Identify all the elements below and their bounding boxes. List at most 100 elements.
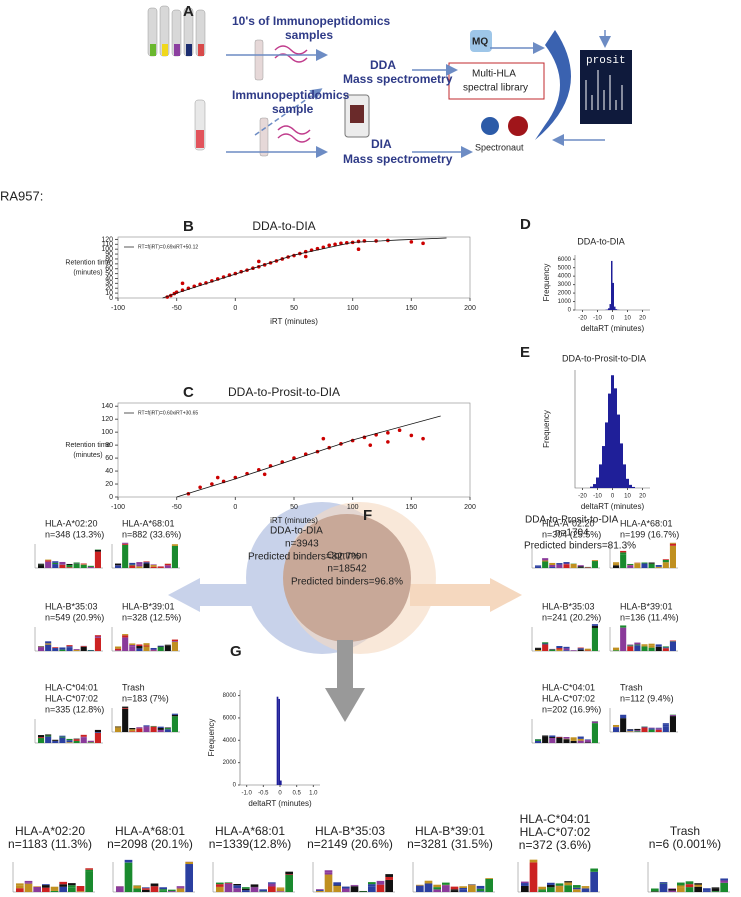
motif-logo <box>412 862 495 893</box>
logo-letter <box>613 647 620 650</box>
x-axis-label: iRT (minutes) <box>270 516 318 525</box>
motif-label: n=3281 (31.5%) <box>407 837 493 851</box>
logo-letter <box>385 879 393 892</box>
label: Spectronaut <box>475 142 524 152</box>
logo-letter <box>171 544 178 546</box>
motif-logo <box>647 862 730 893</box>
logo-letter <box>168 889 176 891</box>
logo-letter <box>150 726 157 727</box>
logo-letter <box>529 859 538 863</box>
logo-letter <box>677 885 685 888</box>
point <box>409 433 414 438</box>
logo-letter <box>529 862 538 892</box>
y-tick-label: 2000 <box>558 291 572 297</box>
logo-letter <box>720 878 728 881</box>
logo-letter <box>150 885 159 887</box>
logo-letter <box>549 649 556 651</box>
logo-letter <box>538 886 546 890</box>
logo-letter <box>129 729 136 732</box>
y-tick-label: 100 <box>101 429 113 436</box>
logo-letter <box>94 732 101 743</box>
logo-letter <box>476 888 485 892</box>
logo-letter <box>85 871 93 892</box>
logo-letter <box>577 647 584 649</box>
motif-logo <box>312 862 395 893</box>
logo-letter <box>563 563 570 565</box>
y-tick-label: 120 <box>101 416 113 423</box>
logo-letter <box>45 561 52 568</box>
logo-letter <box>442 882 450 885</box>
point <box>356 239 361 244</box>
logo-letter <box>450 889 459 891</box>
logo-letter <box>350 885 359 887</box>
logo-letter <box>662 559 669 560</box>
bar <box>617 414 620 488</box>
logo-letter <box>662 726 669 732</box>
logo-letter <box>73 562 80 564</box>
logo-letter <box>556 736 563 738</box>
logo-letter <box>549 735 556 737</box>
logo-letter <box>45 736 52 743</box>
logo-letter <box>116 888 124 892</box>
x-axis-label: deltaRT (minutes) <box>248 799 312 808</box>
logo-letter <box>122 542 129 544</box>
bar <box>614 306 616 310</box>
logo-letter <box>242 888 250 891</box>
logo-letter <box>613 727 620 732</box>
panel-a-art <box>147 5 632 158</box>
logo-letter <box>250 887 259 892</box>
logo-letter <box>171 545 178 568</box>
logo-letter <box>669 640 676 642</box>
logo-letter <box>116 886 124 889</box>
motif-label: HLA-C*07:02 <box>542 693 595 703</box>
logo-letter <box>66 563 73 565</box>
x-tick-label: -1.0 <box>241 791 252 797</box>
logo-letter <box>711 888 720 892</box>
label: n=3943 <box>285 539 319 550</box>
motif-logo <box>609 625 678 652</box>
logo-letter <box>547 887 555 892</box>
x-tick-label: 100 <box>347 305 359 312</box>
bar <box>593 484 596 488</box>
label: sample <box>272 102 314 116</box>
label: Common <box>327 551 368 562</box>
logo-letter <box>242 887 250 889</box>
bar <box>280 780 282 785</box>
label: n=1704 <box>555 528 589 539</box>
logo-letter <box>124 862 133 892</box>
y-tick-label: 20 <box>105 481 113 488</box>
logo-letter <box>535 649 542 651</box>
bar <box>606 309 608 310</box>
logo-letter <box>634 563 641 568</box>
logo-letter <box>176 886 185 888</box>
logo-letter <box>87 565 94 567</box>
logo-letter <box>476 891 485 892</box>
logo-letter <box>542 642 549 644</box>
logo-letter <box>620 627 627 628</box>
logo-letter <box>613 650 620 651</box>
logo-letter <box>590 871 598 892</box>
y-tick-label: 80 <box>105 442 113 449</box>
label: Predicted binders=96.8% <box>291 577 403 588</box>
logo-letter <box>68 883 76 886</box>
logo-letter <box>115 646 122 649</box>
logo-letter <box>59 564 66 568</box>
logo-letter <box>549 566 556 568</box>
logo-letter <box>122 543 129 545</box>
logo-letter <box>591 721 598 724</box>
logo-letter <box>584 742 591 743</box>
y-tick-label: 4000 <box>558 274 572 280</box>
motif-label: Trash <box>122 682 145 692</box>
logo-letter <box>142 889 150 892</box>
y-tick-label: 30 <box>105 280 113 287</box>
logo-letter <box>648 647 655 651</box>
bar <box>615 309 617 310</box>
logo-letter <box>185 861 193 865</box>
label: Multi-HLA <box>472 69 516 80</box>
point <box>333 242 337 247</box>
logo-letter <box>136 562 143 565</box>
logo-letter <box>620 714 627 717</box>
logo-letter <box>216 886 224 892</box>
logo-letter <box>45 644 52 651</box>
x-tick-label: 0 <box>233 305 237 312</box>
